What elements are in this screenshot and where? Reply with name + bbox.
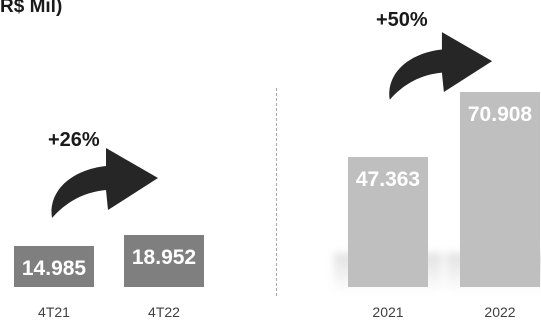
growth-arrow-icon bbox=[389, 32, 493, 100]
section-divider bbox=[276, 88, 277, 296]
unit-label: R$ Mil) bbox=[0, 0, 63, 17]
bar-value-label: 70.908 bbox=[467, 102, 533, 126]
bar-2021: 47.363 bbox=[348, 156, 428, 287]
bar-value-label: 14.985 bbox=[21, 256, 87, 280]
bar-value-label: 18.952 bbox=[131, 245, 197, 269]
bar-value-label: 47.363 bbox=[355, 167, 421, 191]
category-label: 2021 bbox=[372, 304, 404, 320]
growth-label: +50% bbox=[376, 9, 428, 31]
bar-4T22: 18.952 bbox=[124, 234, 204, 287]
category-label: 4T21 bbox=[38, 304, 70, 320]
bar-4T21: 14.985 bbox=[14, 245, 94, 287]
growth-label: +26% bbox=[48, 129, 100, 151]
category-label: 4T22 bbox=[148, 304, 180, 320]
bar-2022: 70.908 bbox=[460, 91, 540, 287]
growth-arrow-icon bbox=[51, 148, 158, 218]
category-label: 2022 bbox=[484, 304, 516, 320]
